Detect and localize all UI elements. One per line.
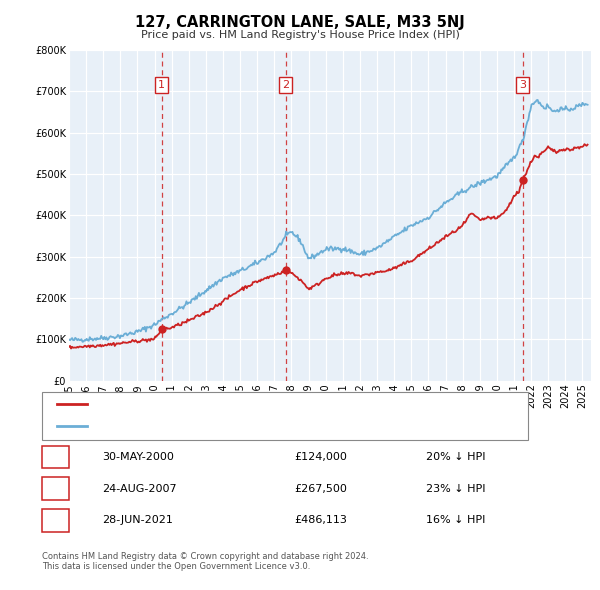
Text: 3: 3 <box>52 514 59 527</box>
Text: 127, CARRINGTON LANE, SALE, M33 5NJ (detached house): 127, CARRINGTON LANE, SALE, M33 5NJ (det… <box>93 399 397 409</box>
Text: 127, CARRINGTON LANE, SALE, M33 5NJ: 127, CARRINGTON LANE, SALE, M33 5NJ <box>135 15 465 30</box>
Text: 2: 2 <box>52 482 59 495</box>
Text: HPI: Average price, detached house, Trafford: HPI: Average price, detached house, Traf… <box>93 421 326 431</box>
Text: 3: 3 <box>519 80 526 90</box>
Text: 1: 1 <box>158 80 165 90</box>
Text: 16% ↓ HPI: 16% ↓ HPI <box>426 516 485 525</box>
Text: £267,500: £267,500 <box>294 484 347 493</box>
Text: 2: 2 <box>282 80 289 90</box>
Text: 28-JUN-2021: 28-JUN-2021 <box>102 516 173 525</box>
Text: 24-AUG-2007: 24-AUG-2007 <box>102 484 176 493</box>
Text: Price paid vs. HM Land Registry's House Price Index (HPI): Price paid vs. HM Land Registry's House … <box>140 30 460 40</box>
Text: £486,113: £486,113 <box>294 516 347 525</box>
Text: 1: 1 <box>52 451 59 464</box>
Text: 23% ↓ HPI: 23% ↓ HPI <box>426 484 485 493</box>
Text: 30-MAY-2000: 30-MAY-2000 <box>102 453 174 462</box>
Text: Contains HM Land Registry data © Crown copyright and database right 2024.
This d: Contains HM Land Registry data © Crown c… <box>42 552 368 571</box>
Text: £124,000: £124,000 <box>294 453 347 462</box>
Text: 20% ↓ HPI: 20% ↓ HPI <box>426 453 485 462</box>
